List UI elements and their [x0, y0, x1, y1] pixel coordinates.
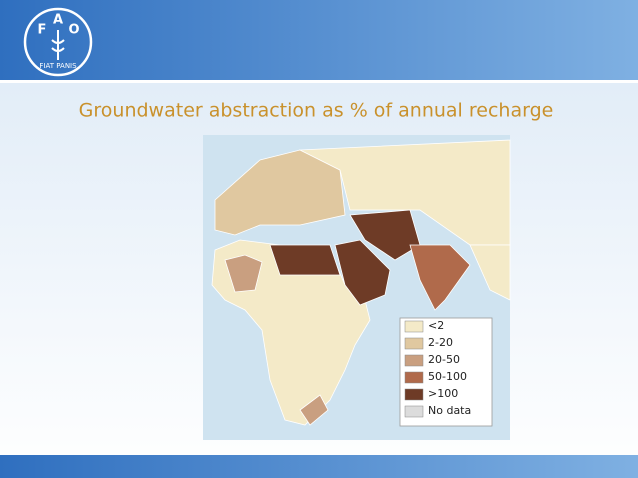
south-africa — [299, 394, 329, 426]
header-rule — [0, 80, 638, 83]
footer-band — [0, 455, 638, 478]
logo-wheat — [51, 30, 65, 60]
legend-swatch — [404, 354, 424, 367]
europe — [214, 149, 346, 236]
north-asia — [298, 139, 511, 246]
legend-swatch — [404, 320, 424, 333]
west-africa — [224, 254, 263, 293]
india — [409, 244, 471, 311]
legend-swatch — [404, 405, 424, 418]
logo-motto: FIAT PANIS — [39, 62, 77, 70]
logo-letter: O — [68, 23, 79, 38]
legend-label: 50-100 — [428, 370, 467, 383]
logo-letter: F — [38, 23, 47, 38]
legend: <2 2-20 20-50 50-100 >100 No data — [404, 319, 471, 418]
arabia — [334, 239, 391, 306]
legend-swatch — [404, 388, 424, 401]
header-band — [0, 0, 638, 80]
legend-swatch — [404, 337, 424, 350]
se-asia — [469, 244, 511, 301]
slide-title: Groundwater abstraction as % of annual r… — [79, 100, 554, 122]
map: <2 2-20 20-50 50-100 >100 No data — [203, 135, 511, 440]
north-africa — [269, 244, 341, 276]
legend-swatch — [404, 371, 424, 384]
legend-label: No data — [428, 404, 471, 417]
legend-label: 2-20 — [428, 336, 453, 349]
legend-label: >100 — [428, 387, 458, 400]
legend-label: 20-50 — [428, 353, 460, 366]
middle-east — [349, 209, 421, 261]
logo-letter: A — [53, 13, 63, 28]
legend-label: <2 — [428, 319, 444, 332]
logo: F A O FIAT PANIS — [23, 7, 93, 77]
logo-ring — [23, 7, 93, 77]
